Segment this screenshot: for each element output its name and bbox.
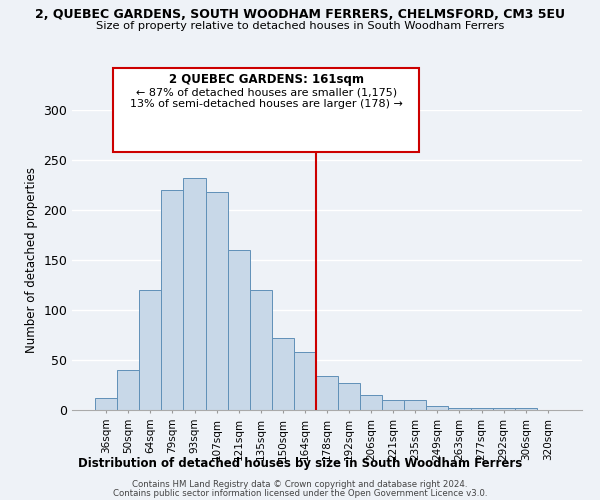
Bar: [161, 190, 184, 410]
Text: 13% of semi-detached houses are larger (178) →: 13% of semi-detached houses are larger (…: [130, 98, 403, 108]
Bar: [338, 383, 360, 410]
Bar: [316, 376, 338, 410]
Text: 2 QUEBEC GARDENS: 161sqm: 2 QUEBEC GARDENS: 161sqm: [169, 74, 364, 86]
Bar: [515, 408, 537, 410]
Text: Size of property relative to detached houses in South Woodham Ferrers: Size of property relative to detached ho…: [96, 21, 504, 31]
Bar: [448, 408, 470, 410]
Text: Distribution of detached houses by size in South Woodham Ferrers: Distribution of detached houses by size …: [78, 457, 522, 470]
Bar: [427, 406, 448, 410]
Bar: [227, 250, 250, 410]
Bar: [404, 400, 427, 410]
Bar: [117, 370, 139, 410]
Bar: [250, 290, 272, 410]
Text: Contains HM Land Registry data © Crown copyright and database right 2024.: Contains HM Land Registry data © Crown c…: [132, 480, 468, 489]
Bar: [470, 408, 493, 410]
Text: 2, QUEBEC GARDENS, SOUTH WOODHAM FERRERS, CHELMSFORD, CM3 5EU: 2, QUEBEC GARDENS, SOUTH WOODHAM FERRERS…: [35, 8, 565, 20]
Bar: [360, 395, 382, 410]
Text: ← 87% of detached houses are smaller (1,175): ← 87% of detached houses are smaller (1,…: [136, 88, 397, 98]
Bar: [184, 178, 206, 410]
Bar: [493, 408, 515, 410]
Bar: [95, 398, 117, 410]
Bar: [382, 400, 404, 410]
Y-axis label: Number of detached properties: Number of detached properties: [25, 167, 38, 353]
Bar: [206, 192, 227, 410]
Bar: [272, 338, 294, 410]
Text: Contains public sector information licensed under the Open Government Licence v3: Contains public sector information licen…: [113, 489, 487, 498]
Bar: [139, 290, 161, 410]
Bar: [294, 352, 316, 410]
